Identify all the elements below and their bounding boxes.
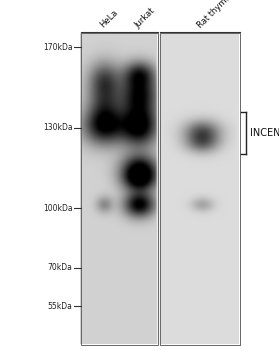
Bar: [160, 33, 240, 345]
Text: Rat thymus: Rat thymus: [196, 0, 236, 30]
Text: 170kDa: 170kDa: [43, 43, 73, 52]
Text: INCENP: INCENP: [250, 128, 279, 138]
Text: 55kDa: 55kDa: [48, 302, 73, 311]
Bar: [81, 33, 158, 345]
Text: Jurkat: Jurkat: [133, 6, 157, 30]
Text: 70kDa: 70kDa: [48, 263, 73, 272]
Text: HeLa: HeLa: [98, 8, 120, 30]
Text: 100kDa: 100kDa: [43, 204, 73, 213]
Text: 130kDa: 130kDa: [43, 123, 73, 132]
